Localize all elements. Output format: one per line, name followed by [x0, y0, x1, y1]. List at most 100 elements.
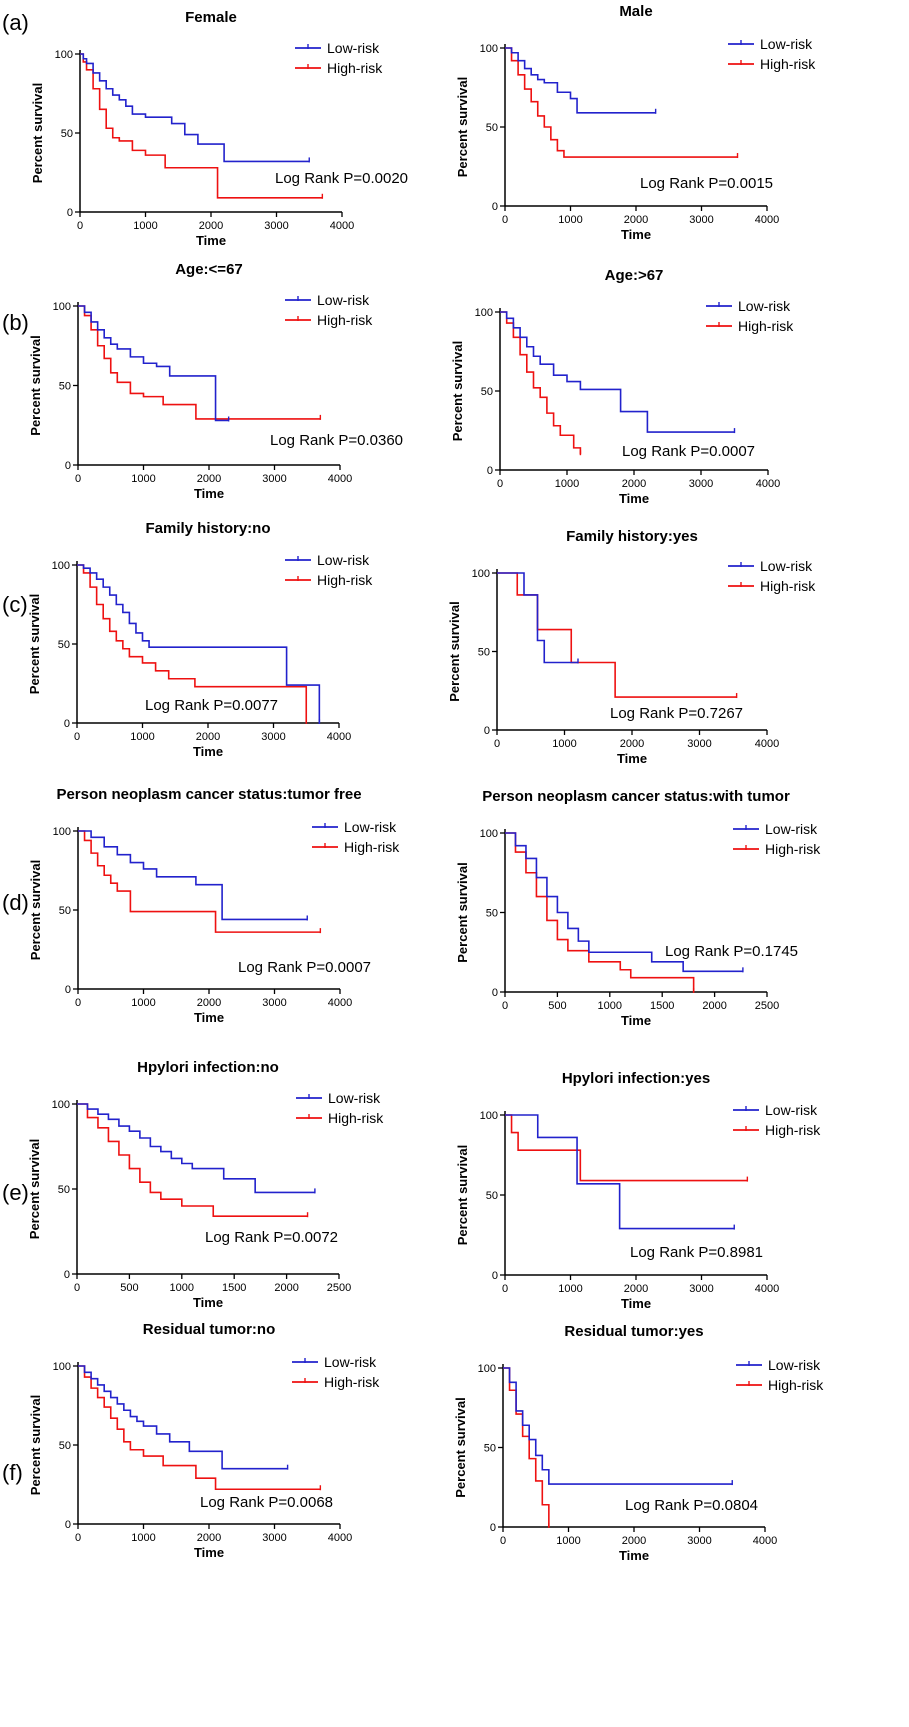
high-risk-survival-curve	[503, 1367, 550, 1527]
y-tick-label: 0	[490, 1522, 496, 1534]
x-tick-label: 2000	[197, 1532, 221, 1544]
x-tick-label: 2000	[702, 1000, 726, 1012]
x-axis-label: Time	[619, 491, 649, 506]
low-risk-survival-curve	[78, 1365, 288, 1470]
x-tick-label: 2000	[197, 473, 221, 485]
x-tick-label: 4000	[330, 220, 354, 232]
row-label-f: (f)	[2, 1460, 23, 1485]
y-axis-label: Percent survival	[27, 1139, 42, 1239]
low-risk-legend-label: Low-risk	[327, 40, 380, 56]
x-tick-label: 4000	[755, 1283, 779, 1295]
low-risk-survival-curve	[505, 1114, 735, 1230]
x-tick-label: 3000	[689, 478, 713, 490]
y-tick-label: 0	[65, 984, 71, 996]
legend: Low-risk High-risk	[736, 1357, 824, 1393]
x-tick-label: 3000	[687, 738, 711, 750]
low-risk-legend-label: Low-risk	[765, 821, 818, 837]
x-tick-label: 0	[502, 1000, 508, 1012]
low-risk-survival-curve	[497, 572, 578, 664]
y-axis-label: Percent survival	[447, 601, 462, 701]
x-tick-label: 3000	[262, 473, 286, 485]
high-risk-legend-label: High-risk	[760, 56, 816, 72]
y-axis-label: Percent survival	[30, 83, 45, 183]
low-risk-legend-label: Low-risk	[738, 298, 791, 314]
high-risk-survival-curve	[80, 53, 323, 199]
legend: Low-risk High-risk	[312, 819, 400, 855]
y-tick-label: 0	[492, 201, 498, 213]
y-tick-label: 50	[486, 122, 498, 134]
panel-title: Person neoplasm cancer status:with tumor	[482, 788, 790, 805]
high-risk-survival-curve	[500, 311, 582, 455]
y-axis-label: Percent survival	[28, 860, 43, 960]
panel-title: Hpylori infection:yes	[562, 1070, 710, 1087]
x-tick-label: 1500	[650, 1000, 674, 1012]
row-label-a: (a)	[2, 10, 29, 35]
y-tick-label: 100	[475, 307, 493, 319]
x-axis-label: Time	[193, 744, 223, 759]
x-tick-label: 2000	[622, 1535, 646, 1547]
low-risk-legend-label: Low-risk	[768, 1357, 821, 1373]
x-tick-label: 2000	[197, 997, 221, 1009]
x-tick-label: 2000	[624, 1283, 648, 1295]
x-tick-label: 500	[120, 1282, 138, 1294]
high-risk-legend-label: High-risk	[327, 60, 383, 76]
x-tick-label: 2000	[274, 1282, 298, 1294]
x-tick-label: 4000	[328, 1532, 352, 1544]
low-risk-survival-curve	[503, 1367, 733, 1485]
x-tick-label: 3000	[689, 214, 713, 226]
low-risk-legend-label: Low-risk	[760, 558, 813, 574]
x-tick-label: 4000	[328, 997, 352, 1009]
low-risk-survival-curve	[77, 1103, 315, 1194]
high-risk-legend-label: High-risk	[738, 318, 794, 334]
x-tick-label: 1000	[558, 1283, 582, 1295]
y-tick-label: 50	[59, 381, 71, 393]
x-tick-label: 1000	[133, 220, 157, 232]
y-tick-label: 100	[53, 301, 71, 313]
low-risk-survival-curve	[505, 832, 743, 973]
y-axis-label: Percent survival	[455, 77, 470, 177]
y-tick-label: 100	[52, 1099, 70, 1111]
log-rank-annotation: Log Rank P=0.0015	[640, 175, 773, 192]
log-rank-annotation: Log Rank P=0.0007	[622, 443, 755, 460]
log-rank-annotation: Log Rank P=0.0072	[205, 1229, 338, 1246]
high-risk-survival-curve	[77, 1103, 308, 1217]
x-tick-label: 1000	[131, 1532, 155, 1544]
y-tick-label: 0	[484, 725, 490, 737]
x-tick-label: 2000	[624, 214, 648, 226]
legend: Low-risk High-risk	[728, 36, 816, 72]
high-risk-survival-curve	[78, 305, 321, 420]
y-tick-label: 100	[53, 1361, 71, 1373]
x-tick-label: 4000	[755, 214, 779, 226]
panel-title: Age:<=67	[175, 261, 243, 278]
y-tick-label: 50	[58, 639, 70, 651]
x-tick-label: 1000	[130, 731, 154, 743]
x-axis-label: Time	[194, 486, 224, 501]
y-tick-label: 50	[58, 1184, 70, 1196]
x-tick-label: 2000	[622, 478, 646, 490]
y-tick-label: 100	[478, 1363, 496, 1375]
x-tick-label: 4000	[328, 473, 352, 485]
high-risk-survival-curve	[505, 832, 695, 992]
high-risk-legend-label: High-risk	[768, 1377, 824, 1393]
legend: Low-risk High-risk	[285, 292, 373, 328]
panel-title: Male	[619, 3, 652, 20]
high-risk-legend-label: High-risk	[328, 1110, 384, 1126]
log-rank-annotation: Log Rank P=0.0804	[625, 1497, 758, 1514]
low-risk-legend-label: Low-risk	[328, 1090, 381, 1106]
y-tick-label: 50	[481, 386, 493, 398]
y-axis-label: Percent survival	[28, 1395, 43, 1495]
x-tick-label: 1000	[555, 478, 579, 490]
y-tick-label: 100	[472, 568, 490, 580]
y-axis-label: Percent survival	[28, 335, 43, 435]
x-axis-label: Time	[194, 1010, 224, 1025]
legend: Low-risk High-risk	[285, 552, 373, 588]
high-risk-legend-label: High-risk	[324, 1374, 380, 1390]
x-tick-label: 1000	[556, 1535, 580, 1547]
